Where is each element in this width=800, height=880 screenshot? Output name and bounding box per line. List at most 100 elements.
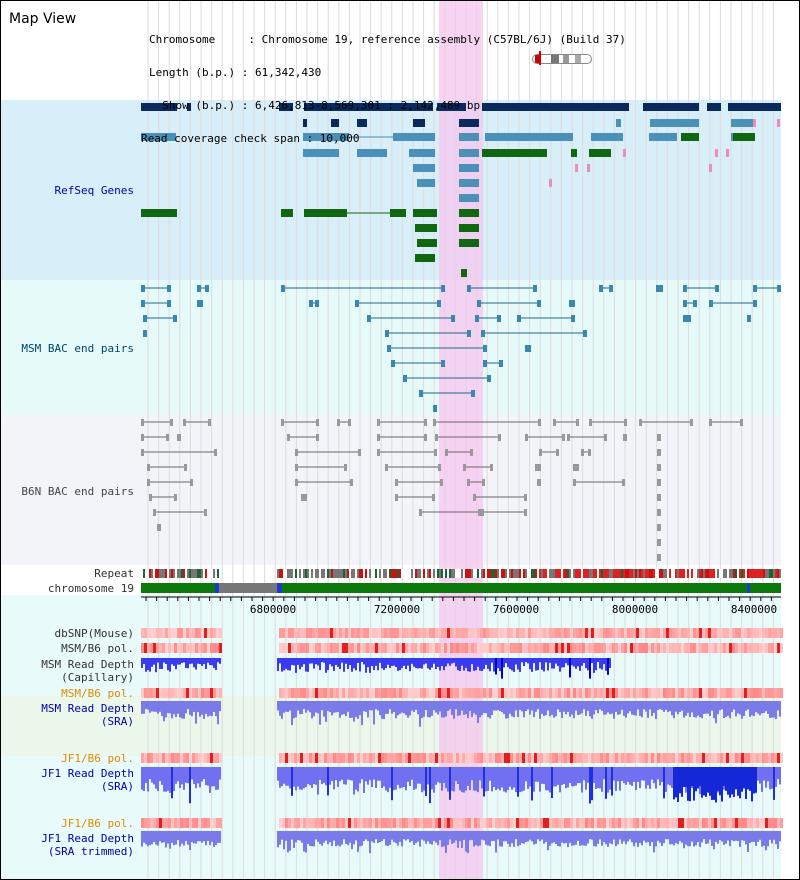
polymorphism-cell: [441, 688, 444, 698]
polymorphism-cell: [753, 628, 756, 638]
track-label-msm-b6-pol-2[interactable]: MSM/B6 pol.: [61, 687, 134, 700]
polymorphism-cell: [195, 643, 198, 653]
polymorphism-cell: [489, 818, 492, 828]
track-label-msm-read-depth-cap[interactable]: MSM Read Depth: [41, 658, 134, 671]
track-label-chromosome[interactable]: chromosome 19: [47, 582, 134, 595]
read-depth-bar: [635, 831, 637, 843]
polymorphism-cell: [480, 643, 483, 653]
read-depth-bar: [181, 831, 183, 844]
polymorphism-cell: [192, 628, 195, 638]
polymorphism-cell: [780, 753, 783, 763]
polymorphism-cell: [696, 628, 699, 638]
read-depth-bar: [555, 767, 557, 787]
read-depth-bar: [541, 658, 543, 670]
polymorphism-cell: [351, 628, 354, 638]
polymorphism-cell: [561, 818, 564, 828]
read-depth-bar: [389, 831, 391, 845]
read-depth-bar: [505, 831, 507, 842]
read-depth-bar: [379, 831, 381, 843]
read-depth-bar: [435, 658, 437, 670]
polymorphism-cell: [342, 753, 345, 763]
read-depth-bar: [153, 701, 155, 712]
read-depth-bar: [581, 767, 583, 793]
polymorphism-cell: [570, 753, 573, 763]
read-depth-bar: [413, 831, 415, 845]
read-depth-bar: [759, 831, 761, 840]
repeat-element: [187, 569, 189, 578]
polymorphism-cell: [774, 818, 777, 828]
read-depth-bar: [607, 701, 609, 713]
polymorphism-cell: [564, 688, 567, 698]
read-depth-bar: [285, 701, 287, 712]
repeat-element: [175, 569, 177, 578]
bac-end: [740, 419, 743, 426]
polymorphism-cell: [153, 818, 156, 828]
polymorphism-cell: [447, 628, 450, 638]
read-depth-bar: [567, 701, 569, 712]
track-label-msm-bac[interactable]: MSM BAC end pairs: [21, 342, 134, 355]
read-depth-bar: [281, 767, 283, 787]
polymorphism-cell: [669, 688, 672, 698]
repeat-element: [489, 569, 491, 578]
track-label-jf1-b6-pol-2[interactable]: JF1/B6 pol.: [61, 817, 134, 830]
polymorphism-cell: [381, 643, 384, 653]
repeat-element: [581, 569, 583, 578]
read-depth-bar: [305, 831, 307, 853]
polymorphism-cell: [294, 688, 297, 698]
polymorphism-cell: [552, 818, 555, 828]
read-depth-bar: [587, 767, 589, 783]
track-label-msm-read-depth-sra[interactable]: MSM Read Depth: [41, 702, 134, 715]
read-depth-bar: [167, 658, 169, 671]
polymorphism-cell: [576, 628, 579, 638]
read-depth-bar: [347, 831, 349, 846]
track-label-refseq[interactable]: RefSeq Genes: [54, 184, 134, 197]
track-label-b6n-bac[interactable]: B6N BAC end pairs: [21, 485, 134, 498]
repeat-element: [733, 569, 735, 578]
chromosome-ideogram[interactable]: [532, 54, 592, 64]
track-label-jf1-trim[interactable]: JF1 Read Depth: [41, 832, 134, 845]
polymorphism-cell: [693, 818, 696, 828]
read-depth-bar: [185, 658, 187, 668]
polymorphism-cell: [654, 753, 657, 763]
repeat-element: [285, 569, 287, 578]
bac-end: [355, 300, 359, 307]
bac-end: [498, 434, 501, 441]
read-depth-bar: [303, 658, 305, 665]
read-depth-bar: [669, 701, 671, 712]
track-label-repeat[interactable]: Repeat: [94, 567, 134, 580]
read-depth-bar: [739, 831, 741, 847]
bac-end: [208, 419, 211, 426]
read-depth-bar: [297, 831, 299, 841]
bac-end: [463, 464, 466, 471]
polymorphism-cell: [405, 628, 408, 638]
read-depth-bar: [757, 767, 759, 781]
read-depth-bar: [491, 701, 493, 716]
read-depth-bar: [219, 831, 221, 843]
read-depth-bar: [205, 767, 207, 786]
polymorphism-cell: [153, 688, 156, 698]
polymorphism-cell: [606, 818, 609, 828]
read-depth-bar: [295, 831, 297, 843]
polymorphism-cell: [546, 643, 549, 653]
read-depth-bar: [721, 701, 723, 710]
read-depth-bar: [157, 831, 159, 846]
read-depth-bar: [145, 767, 147, 783]
read-depth-bar: [309, 701, 311, 713]
polymorphism-cell: [522, 628, 525, 638]
read-depth-bar: [725, 767, 727, 791]
polymorphism-cell: [771, 628, 774, 638]
read-depth-bar: [485, 658, 487, 665]
read-depth-bar: [347, 767, 349, 780]
track-label-jf1-read-depth[interactable]: JF1 Read Depth: [41, 767, 134, 780]
read-depth-bar: [681, 767, 683, 797]
polymorphism-cell: [318, 643, 321, 653]
ideogram-band-3: [575, 55, 581, 63]
polymorphism-cell: [543, 643, 546, 653]
track-label-msm-b6-pol-1[interactable]: MSM/B6 pol.: [61, 642, 134, 655]
read-depth-bar: [527, 831, 529, 842]
read-depth-bar: [349, 701, 351, 718]
read-depth-bar: [647, 701, 649, 718]
track-label-dbsnp[interactable]: dbSNP(Mouse): [54, 627, 134, 640]
track-label-jf1-b6-pol-1[interactable]: JF1/B6 pol.: [61, 752, 134, 765]
